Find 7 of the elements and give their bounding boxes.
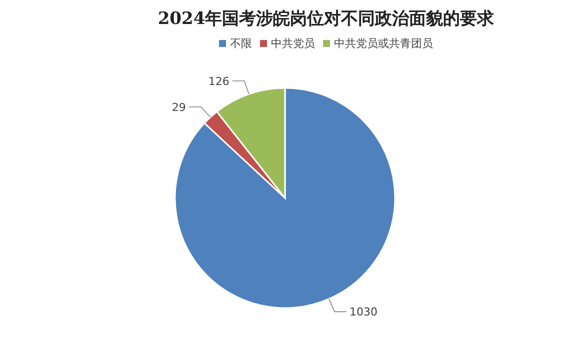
data-label: 1030 <box>350 306 378 319</box>
data-label: 126 <box>208 74 230 88</box>
legend-label: 中共党员或共青团员 <box>334 37 433 50</box>
legend-label: 不限 <box>230 37 252 50</box>
legend-label: 中共党员 <box>271 37 315 50</box>
data-label: 29 <box>172 100 186 114</box>
chart-title: 2024年国考涉皖岗位对不同政治面貌的要求 <box>158 9 496 29</box>
